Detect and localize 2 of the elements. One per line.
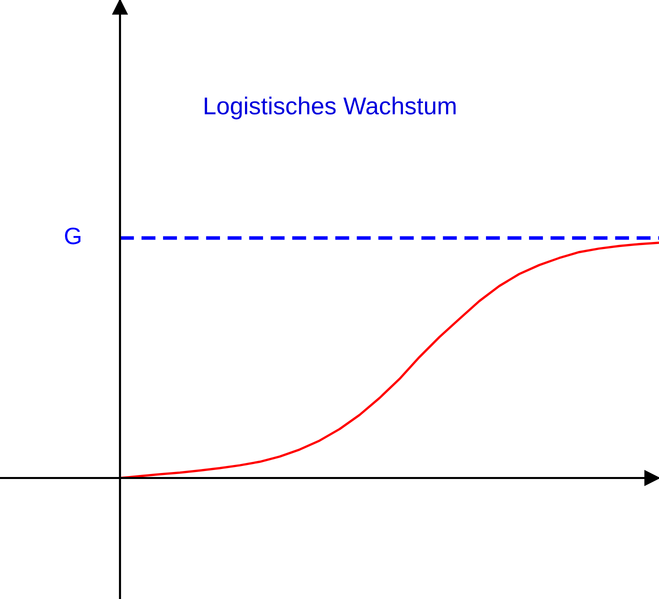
chart-title: Logistisches Wachstum xyxy=(204,96,456,120)
ref-line-label: G xyxy=(65,228,80,244)
